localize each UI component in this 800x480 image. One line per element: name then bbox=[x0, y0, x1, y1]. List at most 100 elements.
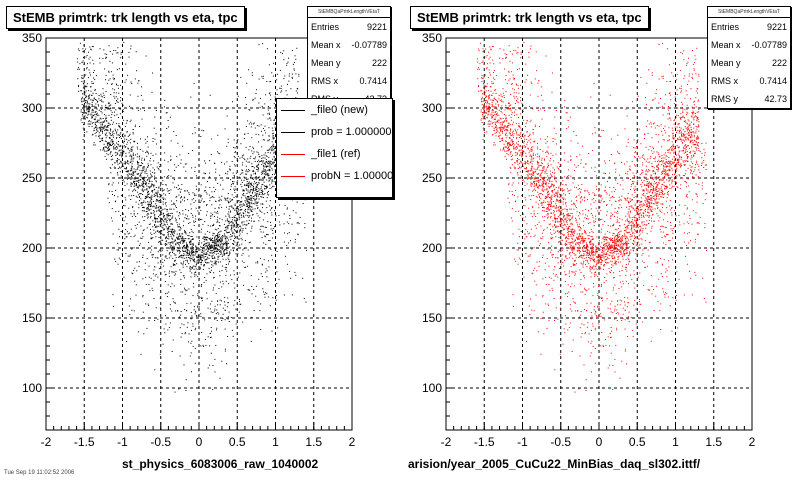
scatter-points bbox=[476, 41, 707, 393]
scatter-point bbox=[112, 194, 113, 195]
scatter-point bbox=[89, 72, 91, 74]
scatter-point bbox=[263, 165, 265, 167]
scatter-point bbox=[240, 143, 242, 145]
scatter-point bbox=[251, 192, 253, 194]
scatter-point bbox=[250, 199, 252, 201]
scatter-point bbox=[137, 142, 138, 144]
scatter-point bbox=[102, 128, 104, 130]
scatter-point bbox=[279, 224, 281, 226]
scatter-point bbox=[102, 92, 104, 94]
scatter-point bbox=[94, 89, 96, 90]
scatter-point bbox=[126, 174, 128, 176]
scatter-point bbox=[139, 185, 141, 187]
scatter-point bbox=[136, 186, 138, 188]
scatter-point bbox=[182, 210, 184, 212]
scatter-point bbox=[223, 233, 225, 235]
scatter-point bbox=[89, 123, 91, 125]
scatter-point bbox=[111, 111, 113, 113]
scatter-point bbox=[178, 250, 180, 252]
scatter-point bbox=[93, 111, 95, 113]
scatter-point bbox=[111, 208, 113, 210]
scatter-point bbox=[587, 238, 589, 240]
scatter-point bbox=[134, 178, 136, 180]
scatter-point bbox=[85, 105, 87, 107]
scatter-point bbox=[142, 230, 144, 232]
scatter-point bbox=[695, 116, 697, 118]
scatter-point bbox=[182, 291, 184, 293]
scatter-point bbox=[113, 143, 114, 145]
scatter-point bbox=[170, 230, 172, 232]
scatter-point bbox=[227, 255, 229, 257]
scatter-point bbox=[538, 166, 540, 168]
scatter-point bbox=[265, 243, 267, 245]
scatter-point bbox=[166, 243, 168, 245]
scatter-point bbox=[272, 137, 274, 139]
scatter-point bbox=[163, 193, 165, 195]
scatter-point bbox=[142, 207, 143, 208]
scatter-point bbox=[227, 247, 229, 249]
scatter-point bbox=[261, 194, 263, 196]
scatter-point bbox=[264, 157, 266, 159]
scatter-point bbox=[606, 246, 608, 248]
scatter-point bbox=[289, 270, 291, 272]
scatter-point bbox=[94, 105, 96, 107]
scatter-point bbox=[564, 271, 566, 273]
scatter-point bbox=[93, 115, 95, 117]
scatter-point bbox=[227, 242, 229, 244]
scatter-point bbox=[116, 142, 117, 144]
scatter-point bbox=[168, 238, 170, 240]
scatter-point bbox=[88, 95, 90, 97]
scatter-point bbox=[152, 206, 154, 208]
scatter-point bbox=[234, 157, 236, 159]
scatter-point bbox=[265, 268, 267, 270]
scatter-point bbox=[168, 175, 170, 177]
scatter-point bbox=[186, 218, 188, 220]
scatter-point bbox=[706, 164, 707, 166]
scatter-point bbox=[191, 250, 193, 251]
scatter-point bbox=[643, 221, 645, 223]
scatter-point bbox=[198, 244, 199, 246]
scatter-point bbox=[533, 171, 535, 173]
scatter-point bbox=[272, 259, 273, 261]
scatter-point bbox=[205, 256, 207, 257]
scatter-point bbox=[193, 225, 195, 226]
scatter-point bbox=[163, 197, 165, 199]
scatter-point bbox=[145, 170, 147, 172]
scatter-point bbox=[142, 278, 144, 280]
scatter-point bbox=[225, 239, 227, 241]
scatter-point bbox=[181, 184, 183, 185]
scatter-point bbox=[106, 153, 108, 155]
scatter-point bbox=[118, 144, 120, 146]
scatter-point bbox=[221, 236, 223, 238]
scatter-point bbox=[184, 245, 185, 246]
scatter-point bbox=[90, 49, 92, 51]
scatter-point bbox=[268, 162, 270, 164]
scatter-point bbox=[506, 158, 507, 160]
scatter-point bbox=[272, 145, 274, 147]
scatter-point bbox=[240, 230, 242, 232]
scatter-point bbox=[106, 143, 108, 145]
scatter-point bbox=[649, 161, 651, 163]
scatter-point bbox=[682, 103, 683, 105]
scatter-point bbox=[93, 144, 95, 146]
scatter-point bbox=[210, 239, 212, 241]
scatter-point bbox=[114, 147, 116, 149]
scatter-point bbox=[179, 218, 180, 220]
scatter-point bbox=[150, 186, 152, 188]
scatter-point bbox=[136, 187, 138, 188]
scatter-point bbox=[518, 92, 520, 94]
scatter-point bbox=[210, 250, 212, 252]
scatter-point bbox=[248, 242, 250, 244]
scatter-point bbox=[129, 173, 131, 175]
scatter-point bbox=[237, 160, 238, 162]
scatter-point bbox=[167, 161, 169, 163]
scatter-point bbox=[133, 181, 135, 182]
scatter-point bbox=[184, 309, 186, 310]
scatter-point bbox=[111, 217, 112, 219]
scatter-point bbox=[179, 213, 181, 215]
scatter-point bbox=[261, 160, 263, 162]
scatter-point bbox=[127, 171, 129, 173]
scatter-point bbox=[231, 329, 233, 331]
scatter-point bbox=[591, 251, 593, 253]
scatter-point bbox=[304, 199, 306, 201]
